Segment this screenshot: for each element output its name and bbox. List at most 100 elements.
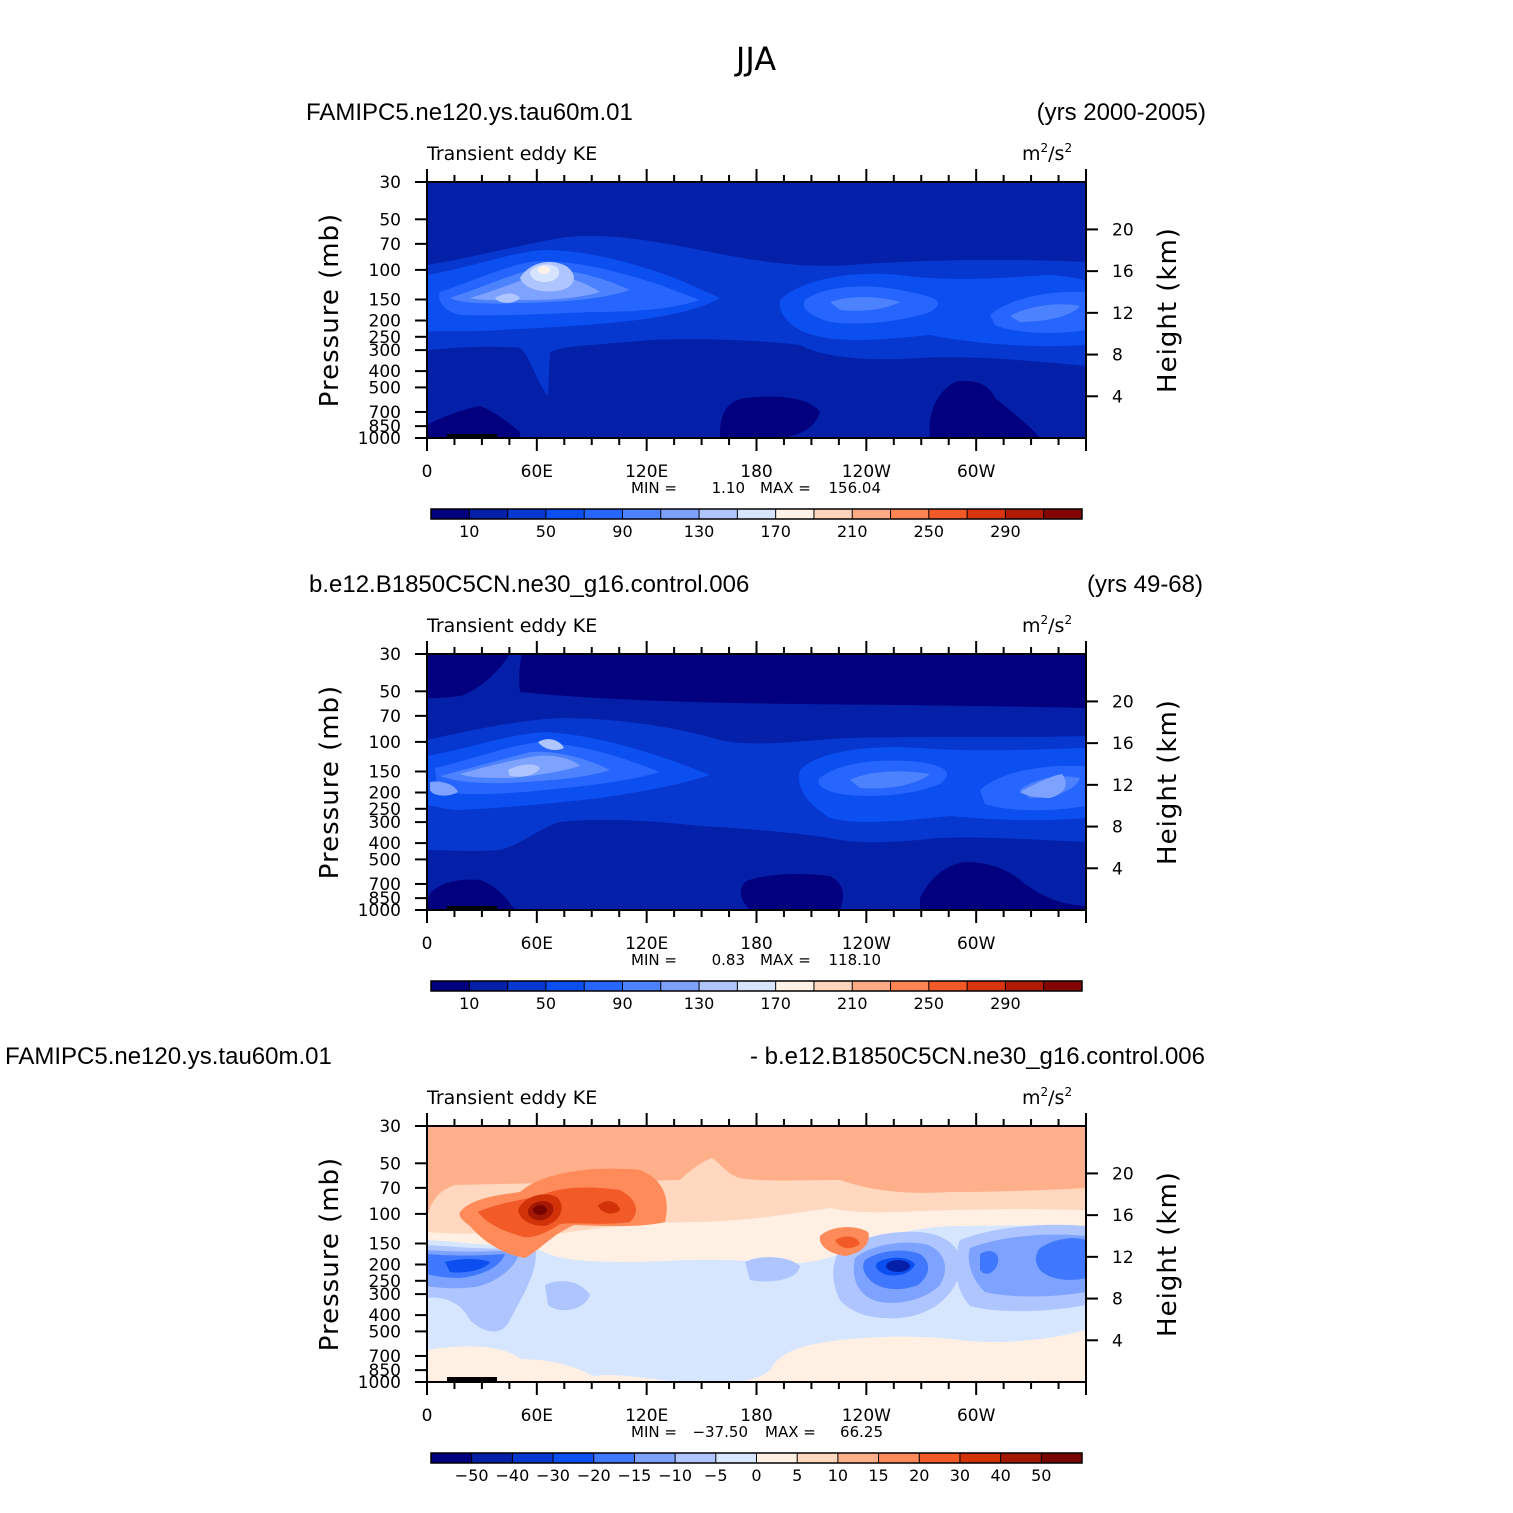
panel-3-x-tick-label: 120W (842, 1406, 891, 1426)
panel-2-y-axis-label: Pressure (mb) (315, 685, 345, 879)
panel-3-axes: 0 60E 120E 180 120W 60W3050701001502002503004… (358, 1113, 1134, 1426)
panel-1-x-tick-label: 0 (422, 462, 433, 482)
panel-1-contour-field (427, 182, 1086, 438)
panel-2-y2-tick-label: 16 (1112, 734, 1134, 754)
panel-2-min-label: MIN = (631, 951, 677, 969)
panel-1-contour-peak (538, 266, 550, 274)
panel-1-colorbar-label: 170 (760, 522, 791, 541)
panel-2-y2-tick-label: 8 (1112, 818, 1123, 838)
panel-3-colorbar-label: −10 (658, 1466, 692, 1485)
panel-3-colorbar-label: 50 (1031, 1466, 1051, 1485)
panel-2-y-tick-label: 850 (369, 889, 401, 909)
panel-3-colorbar-label: 40 (990, 1466, 1010, 1485)
panel-1-colorbar-swatch (928, 509, 968, 519)
panel-3-colorbar-label: 5 (792, 1466, 802, 1485)
panel-3-y-axis-label: Pressure (mb) (315, 1157, 345, 1351)
panel-1-y-tick-label: 250 (369, 328, 401, 348)
panel-2-colorbar-swatch (507, 981, 547, 991)
panel-2-x-tick-label: 60E (521, 934, 553, 954)
panel-2-contour-top-low (427, 654, 1086, 708)
panel-3-y-tick-label: 50 (379, 1154, 401, 1174)
panel-1-colorbar-swatch (890, 509, 930, 519)
panel-3-colorbar-swatch (553, 1453, 595, 1463)
panel-3-contour-level-15 (478, 1187, 860, 1249)
panel-1-x-tick-label: 60W (957, 462, 996, 482)
panel-2-colorbar-swatch (813, 981, 853, 991)
panel-1-y-tick-label: 50 (379, 210, 401, 230)
panel-3-contour-near-surface (427, 1351, 1086, 1382)
panel-3-y-tick-label: 100 (369, 1205, 401, 1225)
panel-2-colorbar-label: 210 (837, 994, 868, 1013)
panel-2-max-label: MAX = (760, 951, 811, 969)
figure-title: JJA (734, 40, 776, 78)
panel-2-y-tick-label: 100 (369, 733, 401, 753)
panel-2-colorbar-swatch (852, 981, 892, 991)
panel-3-min-value: −37.50 (692, 1423, 748, 1441)
panel-3-y-tick-label: 200 (369, 1256, 401, 1276)
panel-3-x-tick-label: 120E (625, 1406, 668, 1426)
panel-1-y-tick-label: 1000 (358, 429, 401, 449)
panel-2-units: m2/s2 (1022, 613, 1072, 637)
panel-3-colorbar-swatch (797, 1453, 839, 1463)
panel-1-y2-tick-label: 4 (1112, 387, 1123, 407)
panel-1-colorbar-label: 290 (990, 522, 1021, 541)
panel-2-y-tick-label: 1000 (358, 901, 401, 921)
panel-1-min-label: MIN = (631, 479, 677, 497)
panel-1-y-tick-label: 300 (369, 341, 401, 361)
panel-3-contour-level-minus10 (427, 1234, 1086, 1303)
panel-2-x-tick-label: 180 (740, 934, 772, 954)
panel-3-x-tick-label: 180 (740, 1406, 772, 1426)
panel-3-colorbar-swatch (959, 1453, 1002, 1463)
panel-2-colorbar-label: 170 (760, 994, 791, 1013)
panel-1-units: m2/s2 (1022, 141, 1072, 165)
panel-3-colorbar-label: 15 (868, 1466, 888, 1485)
panel-2-colorbar-label: 290 (990, 994, 1021, 1013)
panel-2-contour-field (427, 654, 1086, 910)
panel-1-colorbar-swatch (775, 509, 815, 519)
panel-2-y2-tick-label: 4 (1112, 859, 1123, 879)
panel-2-colorbar-swatch (775, 981, 815, 991)
panel-3-y2-tick-label: 12 (1112, 1248, 1134, 1268)
panel-3-max-label: MAX = (765, 1423, 816, 1441)
panel-1-y2-tick-label: 20 (1112, 220, 1134, 240)
panel-1-y2-tick-label: 12 (1112, 304, 1134, 324)
panel-1-contour-level-4 (450, 269, 1080, 322)
panel-2-y-tick-label: 200 (369, 784, 401, 804)
panel-1-colorbar-swatch (545, 509, 585, 519)
panel-2-contour-level-4 (440, 751, 1080, 798)
panel-2-colorbar-label: 90 (612, 994, 632, 1013)
panel-3-contour-level-50 (533, 1205, 547, 1215)
panel-3-colorbar-label: −5 (704, 1466, 728, 1485)
panel-3-colorbar-swatch (878, 1453, 920, 1463)
panel-2-contour-low-level (427, 862, 1086, 910)
panel-2-y2-tick-label: 12 (1112, 776, 1134, 796)
panel-1-min-value: 1.10 (712, 479, 745, 497)
panel-3-colorbar-swatch (431, 1453, 473, 1463)
panel-3-x-tick-label: 60E (521, 1406, 553, 1426)
panel-2-axes: 0 60E 120E 180 120W 60W3050701001502002503004… (358, 641, 1134, 954)
panel-2-colorbar-swatch (967, 981, 1006, 991)
panel-2-colorbar-label: 50 (536, 994, 556, 1013)
panel-2-y-tick-label: 400 (369, 834, 401, 854)
panel-1-colorbar-swatch (1005, 509, 1045, 519)
panel-2-y-tick-label: 50 (379, 682, 401, 702)
panel-3-colorbar-swatch (1041, 1453, 1083, 1463)
panel-2-x-tick-label: 0 (422, 934, 433, 954)
panel-2-colorbar-swatch (1005, 981, 1045, 991)
panel-1-colorbar-swatch (699, 509, 738, 519)
panel-2-contour-level-6 (508, 739, 564, 777)
panel-3-x-tick-label: 0 (422, 1406, 433, 1426)
panel-3-plot-title: Transient eddy KE (426, 1087, 597, 1109)
panel-3-colorbar-swatch (837, 1453, 880, 1463)
panel-2-y-tick-label: 30 (379, 645, 401, 665)
panel-3-contour-field (427, 1126, 1086, 1382)
panel-1-colorbar-swatch (737, 509, 777, 519)
panel-3-x-tick-label: 60W (957, 1406, 996, 1426)
panel-2-colorbar-swatch (737, 981, 777, 991)
panel-2-y-tick-label: 250 (369, 800, 401, 820)
panel-3-y-tick-label: 300 (369, 1285, 401, 1305)
panel-1-colorbar-swatch (431, 509, 470, 519)
panel-1-colorbar-swatch (852, 509, 892, 519)
panel-3-y-tick-label: 700 (369, 1347, 401, 1367)
panel-2-colorbar-swatch (890, 981, 930, 991)
